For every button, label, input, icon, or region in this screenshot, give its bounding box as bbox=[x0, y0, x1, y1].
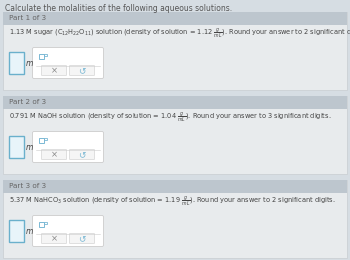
FancyBboxPatch shape bbox=[33, 48, 104, 79]
Text: Part 3 of 3: Part 3 of 3 bbox=[9, 184, 46, 190]
Bar bbox=[39, 54, 44, 59]
FancyBboxPatch shape bbox=[42, 233, 66, 244]
FancyBboxPatch shape bbox=[70, 66, 94, 75]
Text: 5.37 M NaHCO$_3$ solution (density of solution = 1.19 $\frac{g}{mL}$). Round you: 5.37 M NaHCO$_3$ solution (density of so… bbox=[9, 195, 336, 209]
Bar bbox=[3, 96, 347, 109]
Text: Part 1 of 3: Part 1 of 3 bbox=[9, 16, 46, 22]
Bar bbox=[39, 138, 44, 143]
Bar bbox=[3, 12, 347, 90]
Bar bbox=[3, 180, 347, 258]
Text: ×: × bbox=[50, 66, 57, 75]
Text: m: m bbox=[26, 142, 33, 152]
FancyBboxPatch shape bbox=[70, 233, 94, 244]
FancyBboxPatch shape bbox=[42, 150, 66, 159]
Text: Calculate the molalities of the following aqueous solutions.: Calculate the molalities of the followin… bbox=[5, 4, 232, 13]
FancyBboxPatch shape bbox=[42, 66, 66, 75]
Bar bbox=[44, 54, 47, 56]
Bar bbox=[44, 138, 47, 140]
Bar bbox=[9, 136, 24, 158]
Text: ×: × bbox=[50, 150, 57, 159]
FancyBboxPatch shape bbox=[33, 216, 104, 246]
Text: ↺: ↺ bbox=[78, 234, 86, 243]
FancyBboxPatch shape bbox=[70, 150, 94, 159]
FancyBboxPatch shape bbox=[33, 132, 104, 162]
Text: ↺: ↺ bbox=[78, 66, 86, 75]
Text: m: m bbox=[26, 226, 33, 236]
Text: ×: × bbox=[50, 234, 57, 243]
Bar bbox=[44, 222, 47, 224]
Bar bbox=[39, 222, 44, 227]
Text: Part 2 of 3: Part 2 of 3 bbox=[9, 100, 46, 106]
Bar bbox=[3, 12, 347, 25]
Text: m: m bbox=[26, 58, 33, 68]
Text: 1.13 M sugar ($\mathrm{C_{12}H_{22}O_{11}}$) solution (density of solution = 1.1: 1.13 M sugar ($\mathrm{C_{12}H_{22}O_{11… bbox=[9, 27, 350, 41]
Bar bbox=[3, 180, 347, 193]
Text: ↺: ↺ bbox=[78, 150, 86, 159]
Bar bbox=[3, 96, 347, 174]
Bar bbox=[9, 52, 24, 74]
Text: 0.791 M NaOH solution (density of solution = 1.04 $\frac{g}{mL}$). Round your an: 0.791 M NaOH solution (density of soluti… bbox=[9, 111, 331, 125]
Bar bbox=[9, 220, 24, 242]
